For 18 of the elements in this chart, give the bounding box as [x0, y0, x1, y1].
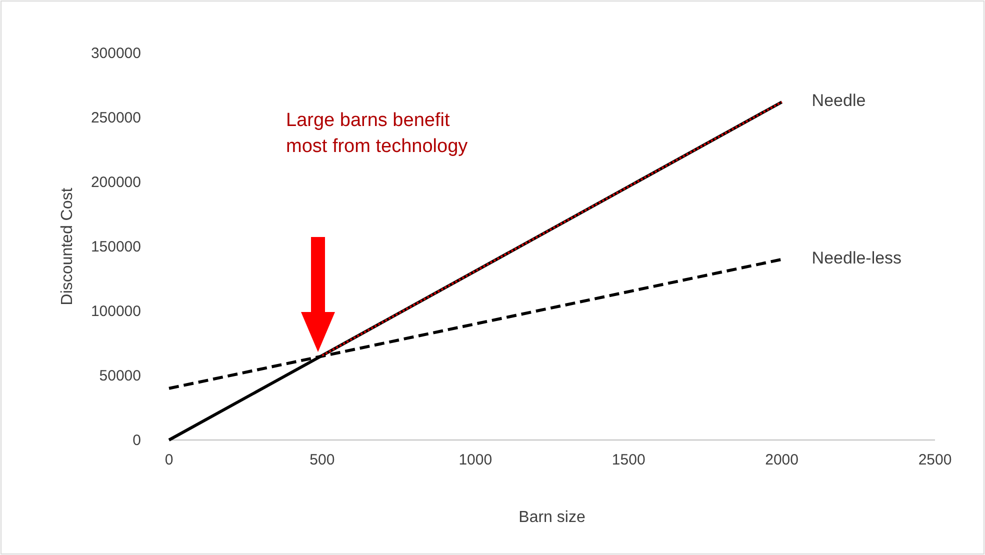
y-tick-label: 200000 [90, 174, 141, 191]
y-tick-label: 100000 [90, 302, 141, 320]
y-tick-label: 250000 [90, 109, 141, 126]
series-label: Needle [812, 91, 866, 110]
y-tick-label: 0 [132, 432, 141, 449]
x-tick-label: 500 [310, 452, 335, 469]
x-axis-title: Barn size [518, 509, 586, 526]
annotation: Large barns benefit most from technology [286, 110, 468, 157]
series-label: Needle-less [812, 248, 902, 268]
x-tick-label: 1000 [458, 452, 492, 469]
y-tick-label: 150000 [90, 238, 141, 256]
y-tick-label: 300000 [90, 44, 141, 62]
y-axis-title: Discounted Cost [59, 187, 76, 306]
x-tick-label: 2500 [918, 452, 952, 469]
y-tick-label: 50000 [99, 367, 141, 384]
x-tick-label: 2000 [765, 452, 798, 469]
x-tick-label: 1500 [612, 452, 646, 469]
x-tick-label: 0 [164, 452, 174, 469]
